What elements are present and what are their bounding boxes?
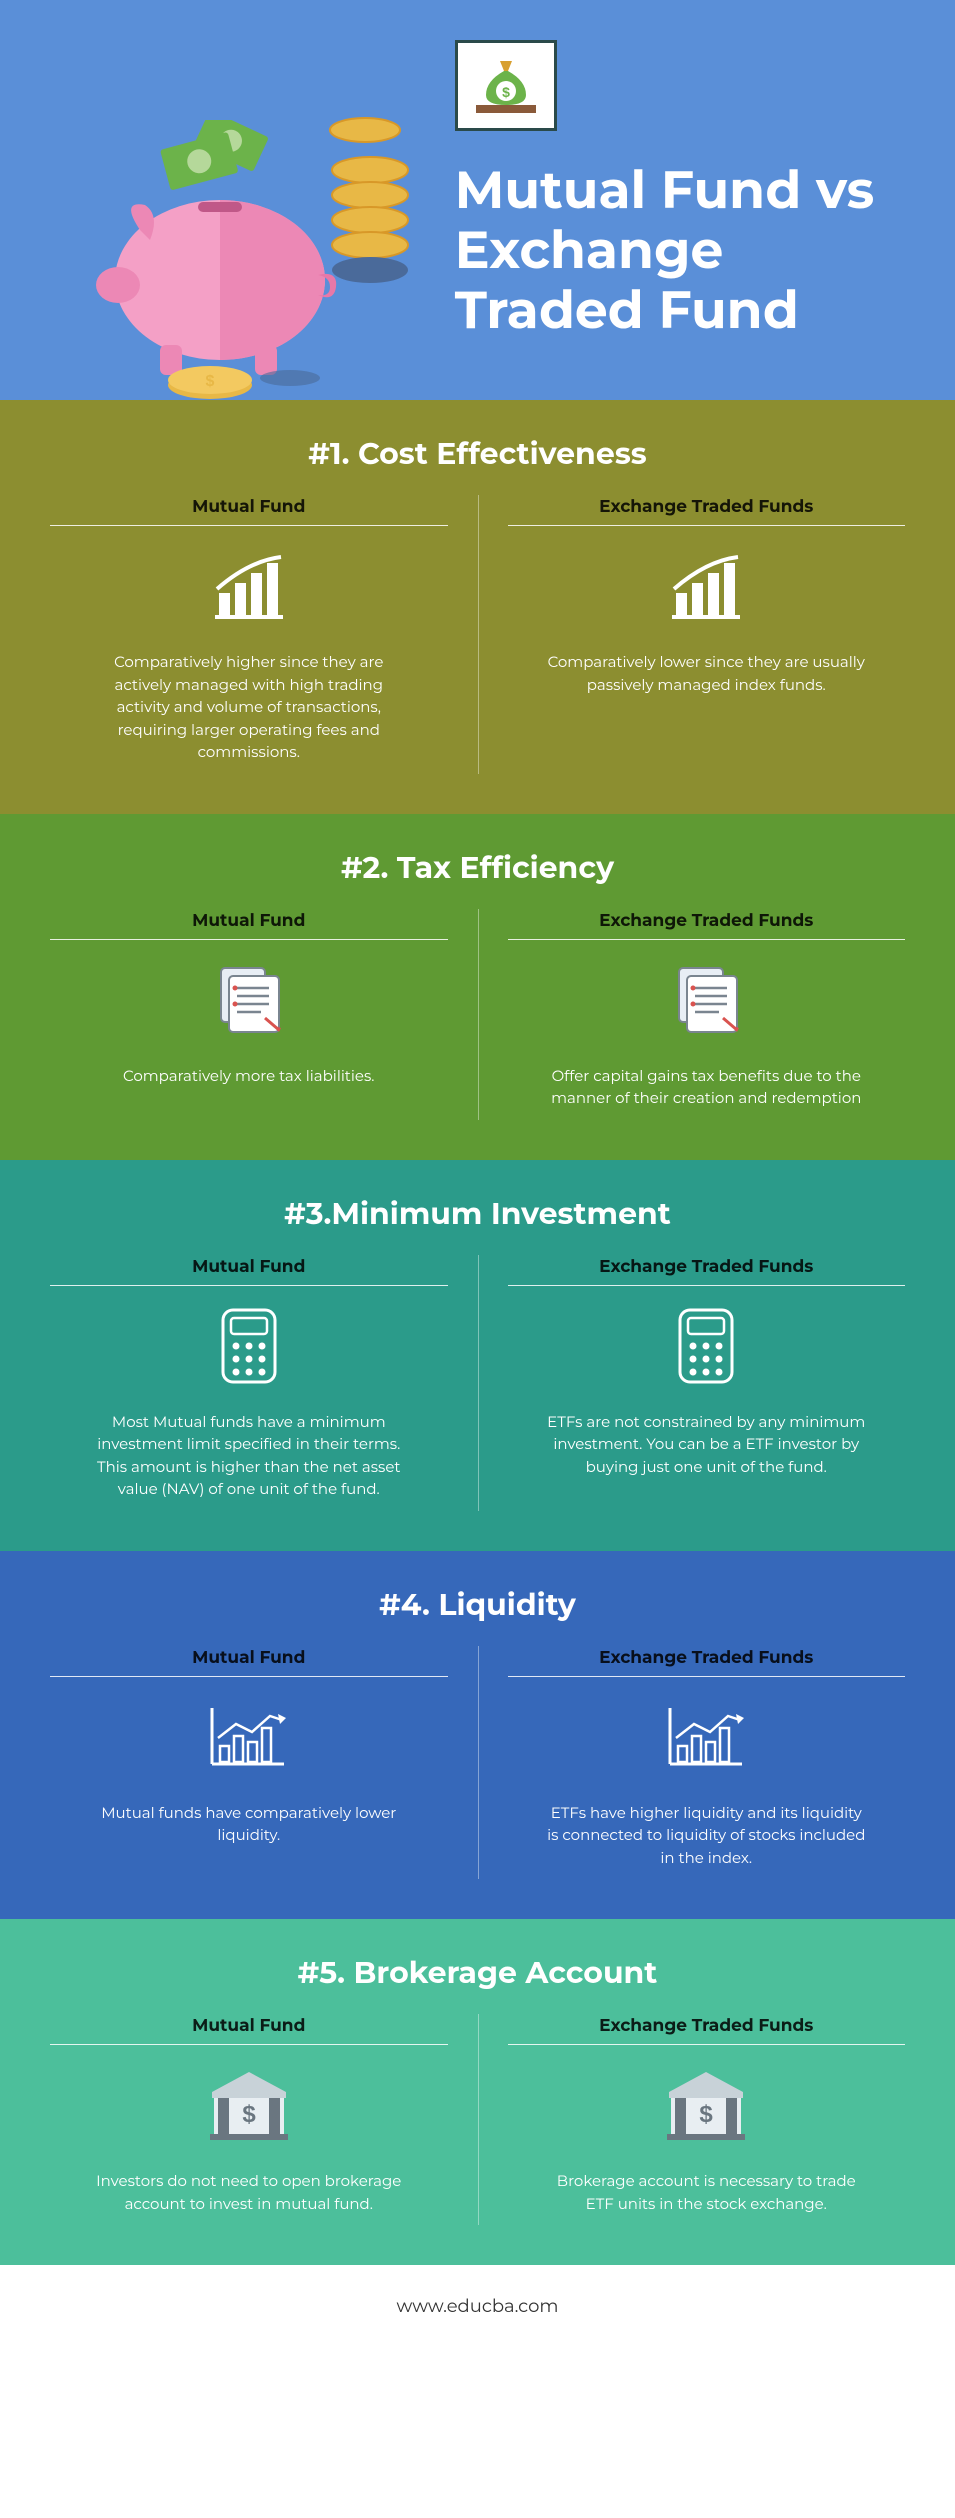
- section-title: #2. Tax Efficiency: [50, 849, 905, 886]
- col-text: Comparatively higher since they are acti…: [89, 651, 409, 764]
- col-text: Mutual funds have comparatively lower li…: [89, 1802, 409, 1847]
- column-etf: Exchange Traded Funds ETFs have higher l…: [508, 1648, 906, 1870]
- col-text: Investors do not need to open brokerage …: [89, 2170, 409, 2215]
- section-title: #1. Cost Effectiveness: [50, 435, 905, 472]
- header-right: $ Mutual Fund vs Exchange Traded Fund: [435, 40, 905, 340]
- calculator-icon: [50, 1306, 448, 1386]
- col-text: Comparatively lower since they are usual…: [546, 651, 866, 696]
- col-text: ETFs have higher liquidity and its liqui…: [546, 1802, 866, 1870]
- piggy-bank-icon: $: [90, 120, 370, 405]
- header: $ $ Mutual Fund vs Exchange Traded Fund: [0, 0, 955, 400]
- section-brokerage-account: #5. Brokerage Account Mutual Fund $ Inve…: [0, 1919, 955, 2265]
- column-mutual-fund: Mutual Fund Most Mutual funds have: [50, 1257, 448, 1501]
- column-mutual-fund: Mutual Fund Comparatively higher since t…: [50, 497, 448, 764]
- svg-text:$: $: [242, 2101, 256, 2128]
- section-tax-efficiency: #2. Tax Efficiency Mutual Fund: [0, 814, 955, 1160]
- line-bar-chart-icon: [508, 1697, 906, 1777]
- column-mutual-fund: Mutual Fund Comparatively more tax liabi…: [50, 911, 448, 1110]
- col-heading: Mutual Fund: [50, 1257, 448, 1277]
- bank-icon: $: [50, 2065, 448, 2145]
- line-bar-chart-icon: [50, 1697, 448, 1777]
- footer: www.educba.com: [0, 2265, 955, 2347]
- col-heading: Exchange Traded Funds: [508, 1648, 906, 1668]
- column-mutual-fund: Mutual Fund Mutual funds have comparativ…: [50, 1648, 448, 1870]
- col-text: Most Mutual funds have a minimum investm…: [89, 1411, 409, 1501]
- document-icon: [508, 960, 906, 1040]
- col-heading: Mutual Fund: [50, 1648, 448, 1668]
- column-etf: Exchange Traded Funds Offer capital gain…: [508, 911, 906, 1110]
- header-illustration: $: [50, 40, 435, 340]
- section-cost-effectiveness: #1. Cost Effectiveness Mutual Fund Compa…: [0, 400, 955, 814]
- col-heading: Exchange Traded Funds: [508, 911, 906, 931]
- money-bag-icon: $: [455, 40, 557, 131]
- col-heading: Exchange Traded Funds: [508, 2016, 906, 2036]
- svg-text:$: $: [502, 84, 510, 100]
- col-text: Brokerage account is necessary to trade …: [546, 2170, 866, 2215]
- column-etf: Exchange Traded Funds ETFs are not: [508, 1257, 906, 1501]
- column-etf: Exchange Traded Funds Comparatively lowe…: [508, 497, 906, 764]
- section-title: #5. Brokerage Account: [50, 1954, 905, 1991]
- col-heading: Mutual Fund: [50, 497, 448, 517]
- bar-chart-icon: [508, 546, 906, 626]
- col-heading: Exchange Traded Funds: [508, 1257, 906, 1277]
- column-etf: Exchange Traded Funds $ Brokerage accoun…: [508, 2016, 906, 2215]
- col-text: Comparatively more tax liabilities.: [89, 1065, 409, 1088]
- col-text: ETFs are not constrained by any minimum …: [546, 1411, 866, 1479]
- col-text: Offer capital gains tax benefits due to …: [546, 1065, 866, 1110]
- section-title: #3.Minimum Investment: [50, 1195, 905, 1232]
- bank-icon: $: [508, 2065, 906, 2145]
- svg-text:$: $: [700, 2101, 714, 2128]
- col-heading: Exchange Traded Funds: [508, 497, 906, 517]
- section-minimum-investment: #3.Minimum Investment Mutual Fund: [0, 1160, 955, 1551]
- column-mutual-fund: Mutual Fund $ Investors do not need to o…: [50, 2016, 448, 2215]
- calculator-icon: [508, 1306, 906, 1386]
- section-title: #4. Liquidity: [50, 1586, 905, 1623]
- section-liquidity: #4. Liquidity Mutual Fund Mutual funds h…: [0, 1551, 955, 1920]
- svg-text:$: $: [206, 373, 215, 390]
- footer-url: www.educba.com: [396, 2295, 558, 2317]
- col-heading: Mutual Fund: [50, 911, 448, 931]
- col-heading: Mutual Fund: [50, 2016, 448, 2036]
- page-title: Mutual Fund vs Exchange Traded Fund: [455, 161, 905, 340]
- document-icon: [50, 960, 448, 1040]
- bar-chart-icon: [50, 546, 448, 626]
